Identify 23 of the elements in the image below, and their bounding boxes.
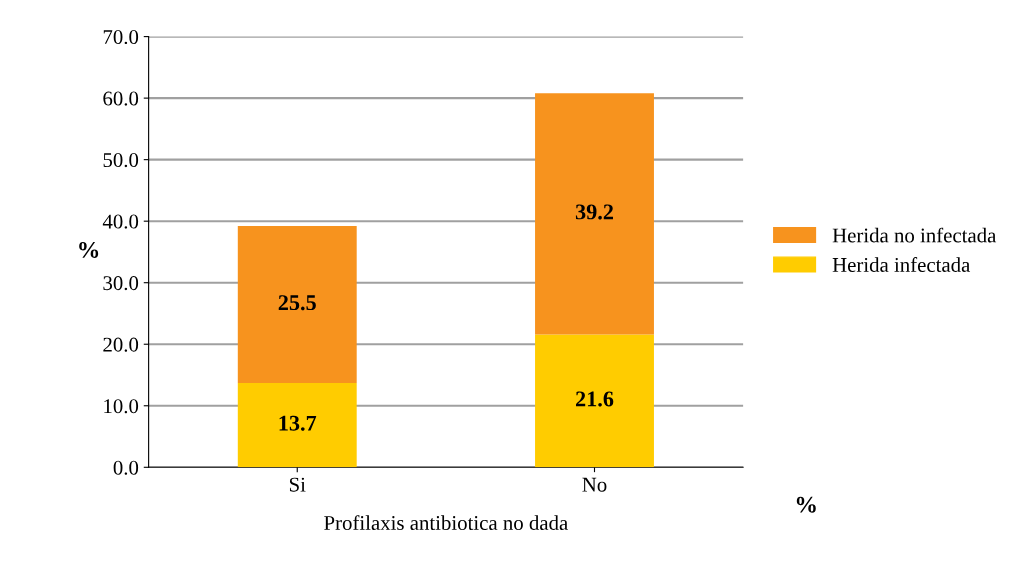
y-tick-label: 50.0 <box>103 153 139 168</box>
y-tick-label: 0.0 <box>113 460 139 475</box>
y-tick-label: 60.0 <box>103 91 139 106</box>
data-label: 25.5 <box>278 295 316 311</box>
y-tick-label: 40.0 <box>102 214 139 229</box>
x-tick-label: No <box>582 477 607 492</box>
x-axis-title: Profilaxis antibiotica no dada <box>324 515 568 531</box>
data-label: 21.6 <box>575 391 614 407</box>
bar <box>237 383 357 468</box>
text: % <box>796 496 816 513</box>
bar <box>237 226 357 383</box>
data-label: 39.2 <box>575 204 613 220</box>
data-label: 13.7 <box>279 415 317 431</box>
y-tick-label: 70.0 <box>103 29 139 45</box>
legend-label: Herida infectada <box>832 257 971 272</box>
y-tick-label: 10.0 <box>104 399 139 414</box>
bar <box>535 93 654 335</box>
x-tick-label: Si <box>289 477 306 492</box>
y-tick-label: 30.0 <box>103 276 139 291</box>
legend-label: Herida no infectada <box>832 227 997 243</box>
y-axis-title: % <box>79 241 99 258</box>
y-tick-label: 20.0 <box>103 337 139 352</box>
bar <box>535 334 654 468</box>
